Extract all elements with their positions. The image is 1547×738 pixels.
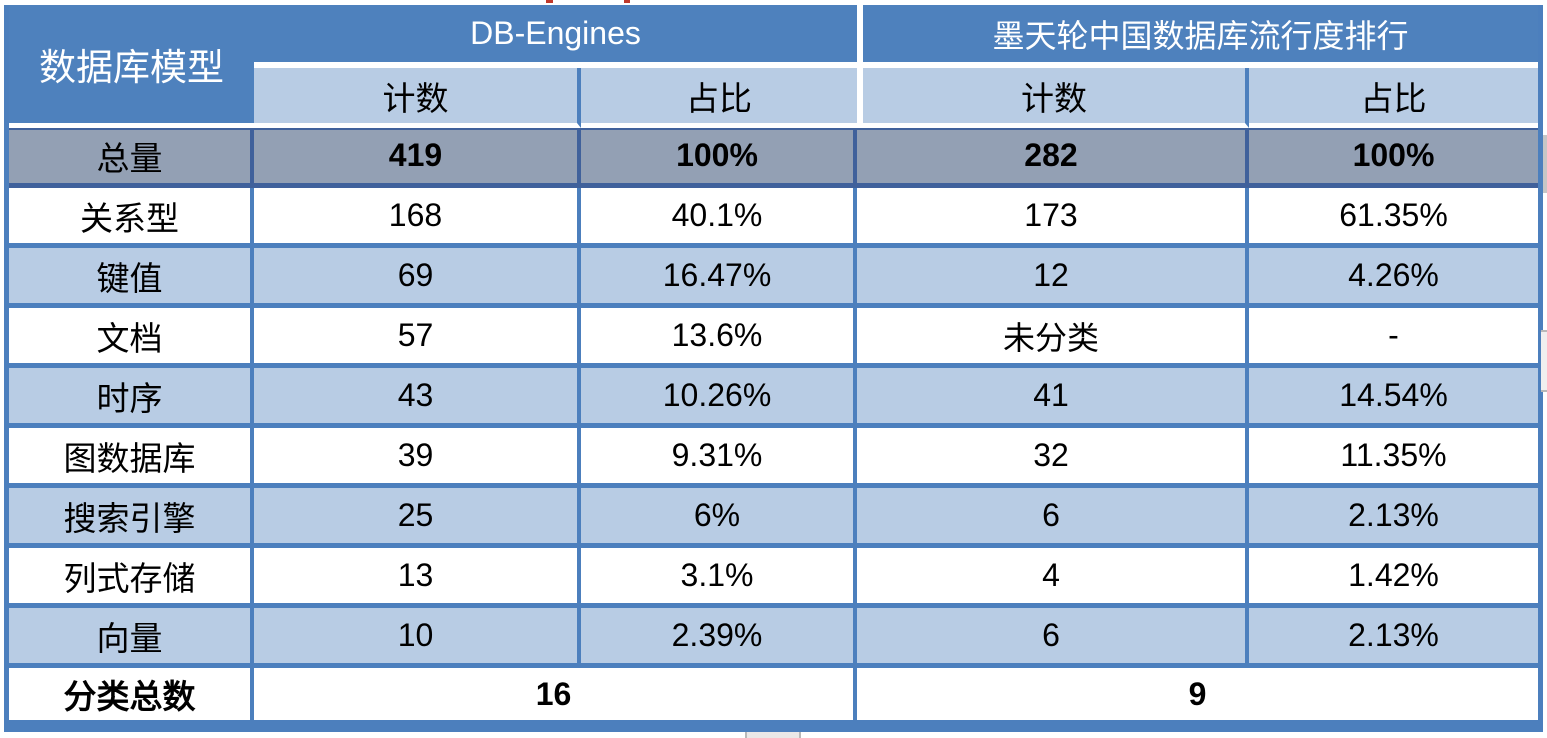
row-value: 32 (857, 428, 1249, 488)
row-value: 10.26% (581, 368, 857, 428)
row-value: 1.42% (1249, 548, 1538, 608)
vertical-scrollbar-fragment[interactable] (1543, 135, 1547, 193)
row-label: 图数据库 (9, 428, 254, 488)
total-row-value: 100% (1249, 128, 1538, 188)
row-value: 6% (581, 488, 857, 548)
subheader-count-db-engines: 计数 (254, 68, 581, 128)
summary-row-value: 16 (254, 668, 857, 725)
row-value: 2.13% (1249, 608, 1538, 668)
row-label: 文档 (9, 308, 254, 368)
row-value: 6 (857, 488, 1249, 548)
row-value: 6 (857, 608, 1249, 668)
total-row-value: 282 (857, 128, 1249, 188)
summary-row-value: 9 (857, 668, 1538, 725)
row-value: 10 (254, 608, 581, 668)
row-value: 43 (254, 368, 581, 428)
row-value: 173 (857, 188, 1249, 248)
group-header-motianlun: 墨天轮中国数据库流行度排行 (857, 5, 1538, 68)
row-label: 搜索引擎 (9, 488, 254, 548)
row-value: - (1249, 308, 1538, 368)
table-grid: 数据库模型 DB-Engines 墨天轮中国数据库流行度排行 计数 占比 计数 … (9, 5, 1538, 725)
row-label: 键值 (9, 248, 254, 308)
row-label: 列式存储 (9, 548, 254, 608)
row-label: 向量 (9, 608, 254, 668)
row-value: 9.31% (581, 428, 857, 488)
vertical-scrollbar-fragment[interactable] (1541, 330, 1547, 392)
total-row-value: 419 (254, 128, 581, 188)
row-value: 61.35% (1249, 188, 1538, 248)
row-value: 12 (857, 248, 1249, 308)
row-label: 时序 (9, 368, 254, 428)
row-value: 57 (254, 308, 581, 368)
row-value: 168 (254, 188, 581, 248)
row-value: 13.6% (581, 308, 857, 368)
group-header-db-engines: DB-Engines (254, 5, 857, 68)
subheader-share-db-engines: 占比 (581, 68, 857, 128)
row-value: 2.13% (1249, 488, 1538, 548)
row-value: 41 (857, 368, 1249, 428)
row-value: 25 (254, 488, 581, 548)
row-value: 39 (254, 428, 581, 488)
row-value: 16.47% (581, 248, 857, 308)
row-value: 13 (254, 548, 581, 608)
row-value: 2.39% (581, 608, 857, 668)
row-value: 3.1% (581, 548, 857, 608)
total-row-value: 100% (581, 128, 857, 188)
summary-row-label: 分类总数 (9, 668, 254, 725)
comparison-table: 数据库模型 DB-Engines 墨天轮中国数据库流行度排行 计数 占比 计数 … (4, 5, 1543, 732)
subheader-count-motianlun: 计数 (857, 68, 1249, 128)
row-value: 11.35% (1249, 428, 1538, 488)
row-value: 4.26% (1249, 248, 1538, 308)
row-value: 未分类 (857, 308, 1249, 368)
row-value: 40.1% (581, 188, 857, 248)
row-label: 关系型 (9, 188, 254, 248)
red-annotation-fragment (546, 0, 553, 3)
corner-header-cell: 数据库模型 (9, 5, 254, 128)
red-annotation-fragment (624, 0, 630, 3)
subheader-share-motianlun: 占比 (1249, 68, 1538, 128)
row-value: 4 (857, 548, 1249, 608)
row-value: 69 (254, 248, 581, 308)
horizontal-scrollbar-thumb[interactable] (745, 732, 801, 738)
total-row-label: 总量 (9, 128, 254, 188)
row-value: 14.54% (1249, 368, 1538, 428)
